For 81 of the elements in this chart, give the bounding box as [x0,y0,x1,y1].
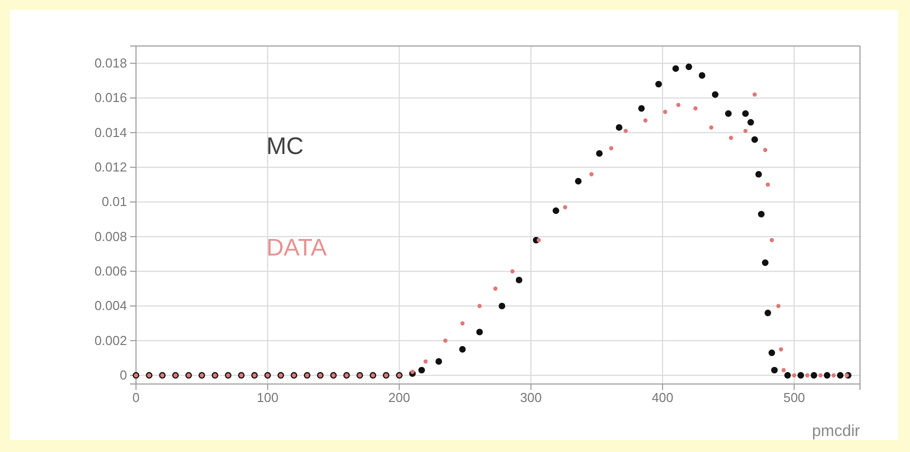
point [655,80,662,88]
point [771,366,778,374]
point [755,170,762,178]
x-tick-label: 0 [132,390,140,406]
y-tick-label: 0.002 [94,332,127,348]
y-tick-label: 0.018 [94,55,127,70]
y-tick-label: 0.012 [94,159,127,174]
x-tick-label: 400 [652,390,674,406]
point [609,146,614,150]
point [776,304,780,308]
point [624,128,628,134]
point [778,347,784,352]
point [832,373,836,378]
point [536,238,541,242]
point [476,328,483,336]
x-tick-label: 200 [388,390,410,406]
point [747,118,754,126]
point [770,238,774,242]
point [764,310,772,316]
point [763,148,768,152]
text: DATA [266,234,327,262]
point [460,321,465,326]
point [443,338,448,343]
point [410,370,415,374]
y-tick-label: 0.016 [94,90,127,106]
point [743,128,748,134]
x-tick-label: 300 [520,390,542,406]
point [805,373,810,378]
point [725,110,732,117]
point [672,65,679,72]
y-tick-label: 0 [120,367,127,382]
point [498,302,506,310]
point [844,373,849,378]
point [784,372,791,379]
point [589,172,594,176]
y-tick-label: 0.01 [102,194,127,210]
text: MC [266,133,304,160]
point [693,106,698,111]
point [766,182,770,187]
x-tick-label: 500 [783,390,806,406]
point [698,72,706,79]
point [712,91,718,98]
point [418,366,425,374]
y-tick-label: 0.006 [94,263,127,278]
point [663,110,668,114]
point [596,150,603,157]
point [459,346,466,353]
point [510,269,515,274]
point [643,118,648,123]
point [752,92,757,97]
point [552,207,560,214]
point [709,125,714,130]
point [836,372,844,379]
point [810,372,818,379]
point [563,205,568,210]
point [435,358,442,365]
point [758,210,765,218]
y-tick-label: 0.014 [94,124,127,140]
point [824,372,830,379]
point [782,368,786,372]
y-tick-label: 0.008 [94,228,127,244]
point [818,373,823,378]
point [423,359,428,364]
y-tick-label: 0.004 [94,298,127,314]
point [792,373,796,378]
point [751,136,758,143]
point [638,105,645,112]
point [477,304,482,308]
point [616,124,622,131]
point [742,110,749,117]
point [493,286,498,291]
x-tick-label: 100 [256,390,278,406]
point [686,64,692,70]
point [797,372,804,379]
x-axis-title: pmcdir [812,423,861,440]
point [762,259,769,266]
point [728,136,734,140]
point [768,350,776,356]
point [676,102,680,108]
point [575,178,582,184]
point [516,276,522,284]
